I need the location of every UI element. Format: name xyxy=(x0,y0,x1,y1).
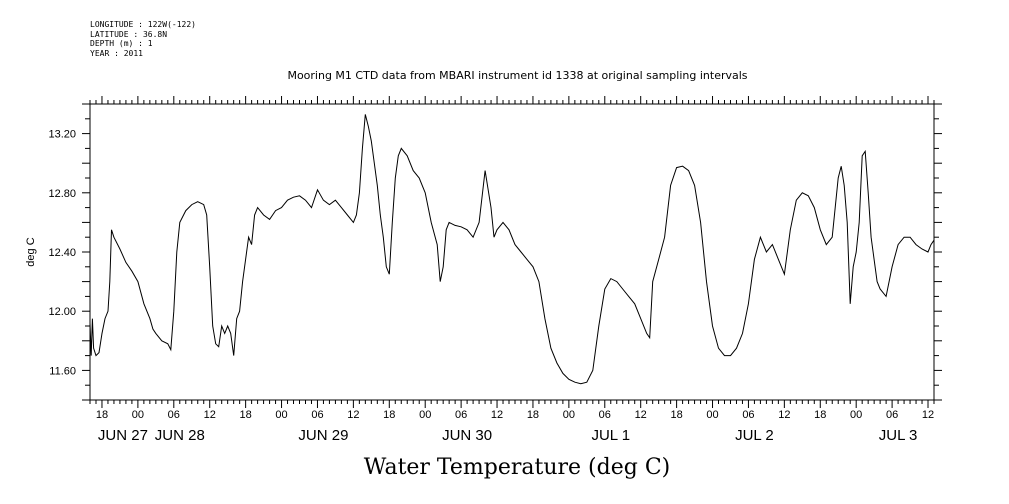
y-tick-label: 11.60 xyxy=(49,365,76,377)
y-axis: 11.60 12.00 12.40 12.80 13.20 xyxy=(48,129,76,378)
x-hour-label: 18 xyxy=(383,409,395,421)
y-tick-label: 13.20 xyxy=(48,129,76,141)
y-tick-label: 12.80 xyxy=(48,188,76,200)
x-day-label: JUL 1 xyxy=(591,427,630,444)
x-day-label: JUL 2 xyxy=(735,427,774,444)
x-hour-label: 06 xyxy=(886,409,898,421)
plot-frame xyxy=(89,103,935,401)
x-hour-label: 18 xyxy=(527,409,539,421)
x-hour-label: 06 xyxy=(311,409,323,421)
x-hour-label: 18 xyxy=(814,409,826,421)
chart-title: Mooring M1 CTD data from MBARI instrumen… xyxy=(287,69,748,82)
x-hour-label: 18 xyxy=(670,409,682,421)
x-day-label: JUN 28 xyxy=(155,427,205,444)
x-hour-label: 06 xyxy=(742,409,754,421)
latitude-label: LATITUDE : 36.8N xyxy=(90,29,168,39)
x-hour-label: 18 xyxy=(240,409,252,421)
y-tick-label: 12.00 xyxy=(48,306,76,318)
x-hour-label: 00 xyxy=(706,409,718,421)
x-day-label: JUN 30 xyxy=(442,427,492,444)
x-hour-label: 12 xyxy=(347,409,359,421)
x-hour-label: 12 xyxy=(922,409,934,421)
x-hour-label: 00 xyxy=(275,409,287,421)
longitude-label: LONGITUDE : 122W(-122) xyxy=(90,20,196,29)
y-tick-label: 12.40 xyxy=(48,247,76,259)
x-axis: 18 00 06 12 18 00 06 12 18 00 06 12 18 00 06 12 18 00 06 12… xyxy=(96,409,934,444)
x-hour-label: 06 xyxy=(599,409,611,421)
x-day-label: JUL 3 xyxy=(879,427,918,444)
tick-marks xyxy=(82,96,942,408)
x-hour-label: 12 xyxy=(491,409,503,421)
variable-title: Water Temperature (deg C) xyxy=(363,455,671,480)
depth-label: DEPTH (m) : 1 xyxy=(90,39,153,48)
x-hour-label: 12 xyxy=(778,409,790,421)
temperature-series-line xyxy=(89,114,935,385)
x-hour-label: 00 xyxy=(563,409,575,421)
x-hour-label: 00 xyxy=(850,409,862,421)
x-day-label: JUN 27 xyxy=(98,427,148,444)
x-hour-label: 00 xyxy=(419,409,431,421)
x-hour-label: 06 xyxy=(168,409,180,421)
x-hour-label: 18 xyxy=(96,409,108,421)
x-day-label: JUN 29 xyxy=(298,427,348,444)
x-hour-label: 12 xyxy=(204,409,216,421)
metadata-block: LONGITUDE : 122W(-122) LATITUDE : 36.8N … xyxy=(90,20,196,58)
x-hour-label: 12 xyxy=(635,409,647,421)
y-axis-label: deg C xyxy=(25,237,37,266)
x-hour-label: 06 xyxy=(455,409,467,421)
year-label: YEAR : 2011 xyxy=(90,48,143,58)
x-hour-label: 00 xyxy=(132,409,144,421)
